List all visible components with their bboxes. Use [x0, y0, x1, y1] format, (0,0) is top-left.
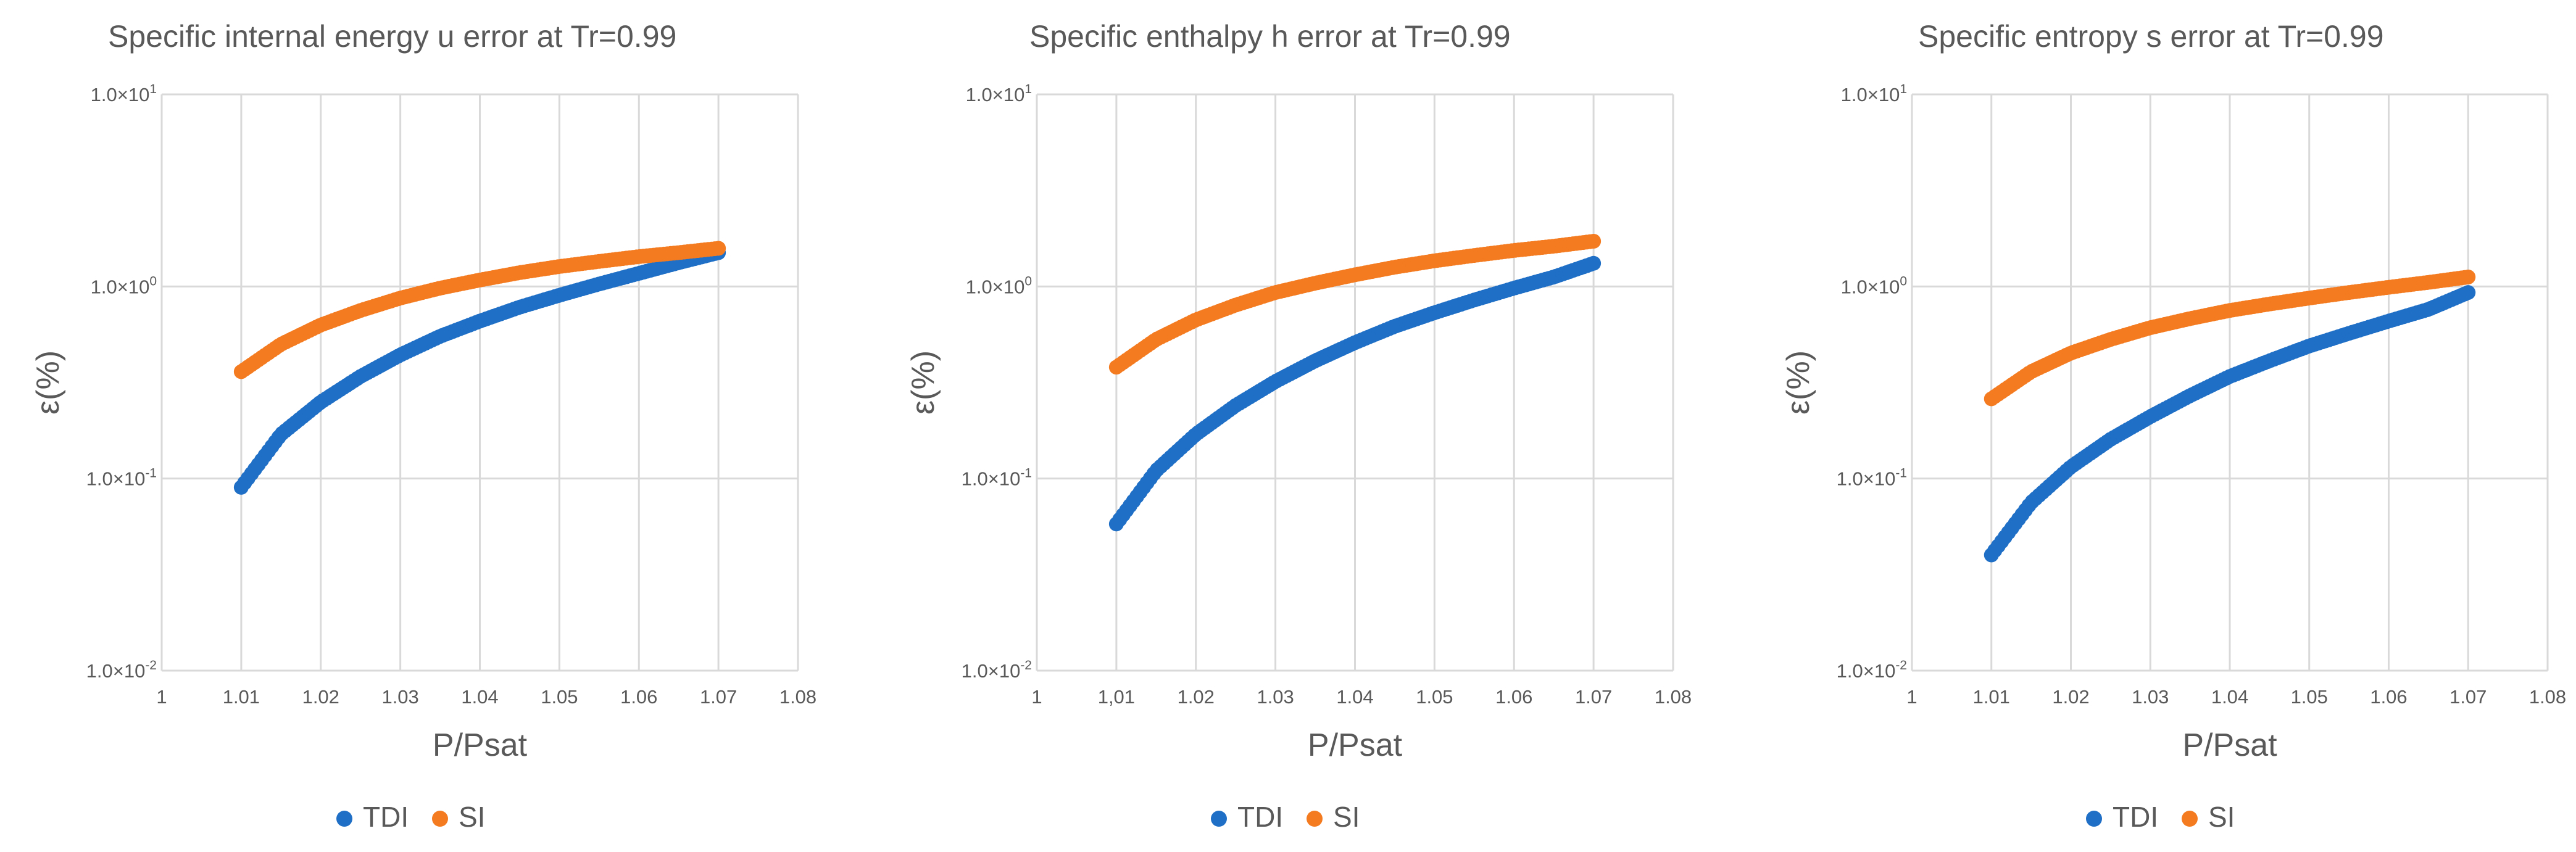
- legend-label-tdi: TDI: [1237, 801, 1283, 833]
- legend-label-tdi: TDI: [363, 801, 409, 833]
- x-tick-label: 1: [1906, 686, 1917, 708]
- y-tick-label: 1.0×101: [91, 82, 157, 105]
- chart-title: Specific entropy s error at Tr=0.99: [1918, 19, 2384, 54]
- y-tick-label: 1.0×10-2: [1837, 658, 1907, 682]
- x-tick-label: 1: [1031, 686, 1042, 708]
- x-tick-label: 1.01: [223, 686, 260, 708]
- series-si: [233, 241, 726, 379]
- x-tick-label: 1.05: [1416, 686, 1453, 708]
- y-tick-label: 1.0×10-1: [1837, 466, 1907, 490]
- x-axis-title: P/Psat: [2182, 727, 2277, 763]
- series-tdi: [233, 245, 726, 495]
- x-tick-label: 1.08: [1655, 686, 1692, 708]
- x-tick-label: 1.03: [381, 686, 418, 708]
- y-axis-title: ε(%): [1780, 350, 1816, 415]
- chart-panel-2: Specific enthalpy h error at Tr=0.99 1 1,0…: [905, 19, 1692, 833]
- x-tick-label: 1.06: [1495, 686, 1532, 708]
- y-tick-label: 1.0×101: [966, 82, 1032, 105]
- x-tick-label: 1.04: [461, 686, 498, 708]
- legend-marker-si: [432, 811, 448, 827]
- chart-panel-1: Specific internal energy u error at Tr=0…: [30, 19, 816, 833]
- legend-marker-tdi: [1211, 811, 1227, 827]
- y-axis-title: ε(%): [30, 350, 66, 415]
- legend-label-si: SI: [459, 801, 485, 833]
- legend-marker-tdi: [2086, 811, 2102, 827]
- y-tick-label: 1.0×101: [1841, 82, 1907, 105]
- y-tick-label: 1.0×10-2: [962, 658, 1032, 682]
- y-axis-title: ε(%): [905, 350, 941, 415]
- series-si: [1108, 234, 1602, 375]
- legend-label-si: SI: [1333, 801, 1360, 833]
- x-tick-label: 1.01: [1973, 686, 2010, 708]
- x-tick-label: 1.06: [620, 686, 657, 708]
- y-tick-label: 1.0×10-1: [962, 466, 1032, 490]
- x-tick-label: 1.05: [2291, 686, 2328, 708]
- x-tick-label: 1.02: [1178, 686, 1215, 708]
- data-point: [1586, 234, 1602, 249]
- legend-label-tdi: TDI: [2113, 801, 2158, 833]
- x-axis-title: P/Psat: [1308, 727, 1403, 763]
- x-tick-label: 1.02: [2052, 686, 2089, 708]
- x-tick-label: 1.03: [2132, 686, 2169, 708]
- data-point: [1586, 255, 1602, 271]
- data-point: [711, 241, 726, 256]
- legend-marker-si: [2182, 811, 2198, 827]
- x-tick-label: 1.02: [302, 686, 339, 708]
- x-tick-label: 1.07: [1575, 686, 1612, 708]
- series-si: [1984, 270, 2476, 407]
- x-tick-label: 1.06: [2370, 686, 2407, 708]
- legend-label-si: SI: [2208, 801, 2235, 833]
- x-tick-label: 1.07: [700, 686, 737, 708]
- data-point: [2461, 270, 2476, 285]
- series-tdi: [1984, 285, 2476, 563]
- y-tick-label: 1.0×10-2: [86, 658, 157, 682]
- x-tick-label: 1.05: [541, 686, 578, 708]
- x-tick-label: 1.08: [779, 686, 816, 708]
- chart-title: Specific internal energy u error at Tr=0…: [108, 19, 676, 54]
- legend-marker-tdi: [336, 811, 352, 827]
- legend-marker-si: [1307, 811, 1323, 827]
- series-tdi: [1108, 255, 1602, 532]
- x-tick-label: 1.04: [2211, 686, 2248, 708]
- x-tick-label: 1.07: [2449, 686, 2487, 708]
- x-tick-label: 1.03: [1257, 686, 1294, 708]
- chart-panel-3: Specific entropy s error at Tr=0.99 1 1.01…: [1780, 19, 2566, 833]
- x-tick-label: 1.04: [1336, 686, 1373, 708]
- x-axis-title: P/Psat: [433, 727, 528, 763]
- x-tick-label: 1,01: [1098, 686, 1135, 708]
- y-tick-label: 1.0×100: [966, 274, 1032, 297]
- y-tick-label: 1.0×100: [1841, 274, 1907, 297]
- chart-title: Specific enthalpy h error at Tr=0.99: [1029, 19, 1511, 54]
- data-point: [2461, 285, 2476, 300]
- x-tick-label: 1: [156, 686, 167, 708]
- x-tick-label: 1.08: [2529, 686, 2566, 708]
- y-tick-label: 1.0×10-1: [86, 466, 157, 490]
- y-tick-label: 1.0×100: [91, 274, 157, 297]
